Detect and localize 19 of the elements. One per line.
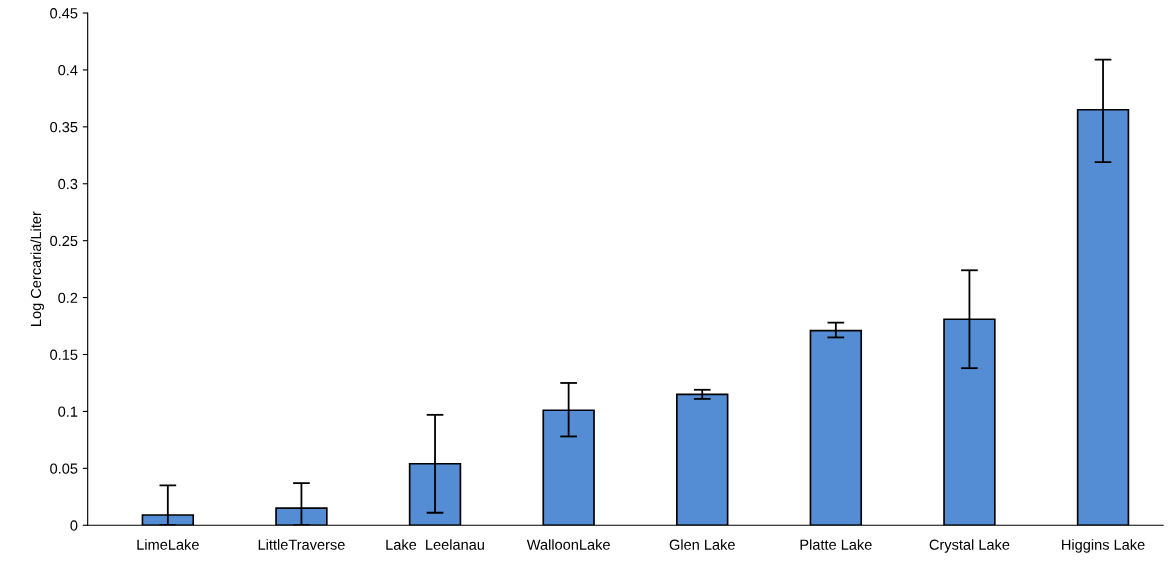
x-tick-label: Crystal Lake [929, 539, 1010, 553]
y-tick-label: 0.15 [50, 349, 78, 360]
x-tick-label: Lake Leelanau [386, 539, 484, 550]
y-tick-label: 0.05 [50, 463, 78, 474]
x-tick-label: Platte Lake [800, 539, 872, 550]
x-tick-label: LittleTraverse [258, 539, 345, 550]
y-tick-label: 0 [70, 520, 78, 531]
y-tick-label: 0.1 [58, 406, 78, 417]
y-axis-title: Log Cercaria/Liter [30, 211, 45, 326]
y-tick-label: 0.35 [50, 121, 78, 133]
y-tick-label: 0.25 [50, 235, 78, 247]
y-tick-label: 0.4 [58, 65, 78, 76]
x-tick-label: Higgins Lake [1062, 539, 1145, 553]
y-tick-label: 0.3 [58, 178, 78, 190]
x-tick-label: LimeLake [137, 539, 199, 550]
x-tick-label: WalloonLake [526, 539, 610, 550]
x-tick-label: Glen Lake [669, 539, 735, 550]
y-tick-label: 0.45 [50, 8, 78, 19]
y-tick-label: 0.2 [58, 292, 78, 304]
